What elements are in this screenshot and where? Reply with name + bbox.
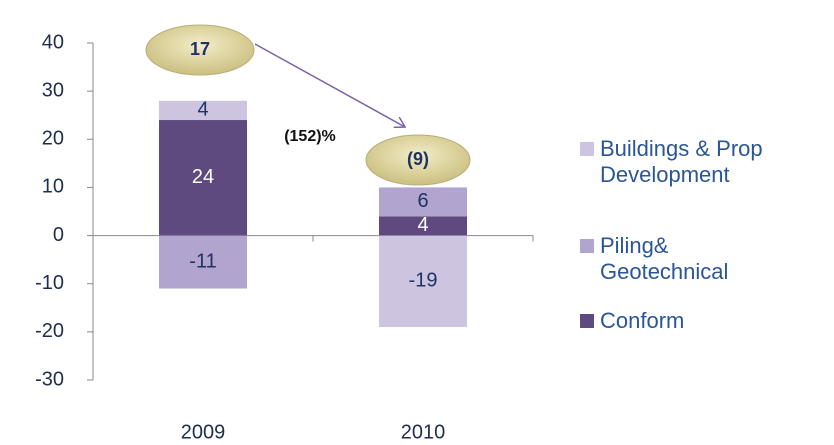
legend-swatch [580, 142, 594, 156]
legend-swatch [580, 314, 594, 328]
legend-swatch [580, 239, 594, 253]
annotation: 17 [190, 39, 210, 59]
y-tick-label: 20 [42, 128, 64, 150]
y-tick-label: -10 [35, 272, 64, 294]
annotation: (152)% [284, 128, 336, 145]
data-label: 6 [417, 190, 428, 212]
legend-label: Piling& Geotechnical [600, 233, 729, 284]
callout [145, 24, 255, 76]
legend-entry: Conform [580, 308, 800, 334]
callout [365, 134, 471, 186]
y-tick-label: 0 [53, 224, 64, 246]
x-tick-label: 2009 [181, 421, 226, 443]
bar-segment [379, 187, 467, 217]
bar-segment [159, 100, 247, 121]
legend-entry: Piling& Geotechnical [580, 233, 800, 285]
data-label: -11 [189, 250, 216, 272]
y-tick-label: -20 [35, 320, 64, 342]
bar-segment [379, 216, 467, 236]
legend-label: Conform [600, 308, 685, 333]
data-label: 4 [197, 99, 208, 121]
arrow [254, 43, 405, 127]
data-label: 24 [192, 166, 214, 188]
bar-segment [159, 235, 247, 289]
data-label: -19 [409, 270, 438, 292]
y-tick-label: 10 [42, 176, 64, 198]
annotation: (9) [407, 149, 429, 169]
legend-label: Buildings & Prop Development [600, 136, 763, 187]
y-tick-label: 40 [42, 31, 64, 53]
bar-segment [159, 120, 247, 236]
data-label: 4 [417, 214, 428, 236]
x-tick-label: 2010 [401, 421, 446, 443]
legend-entry: Buildings & Prop Development [580, 136, 800, 188]
y-tick-label: 30 [42, 79, 64, 101]
bar-segment [379, 235, 467, 328]
y-tick-label: -30 [35, 368, 64, 390]
